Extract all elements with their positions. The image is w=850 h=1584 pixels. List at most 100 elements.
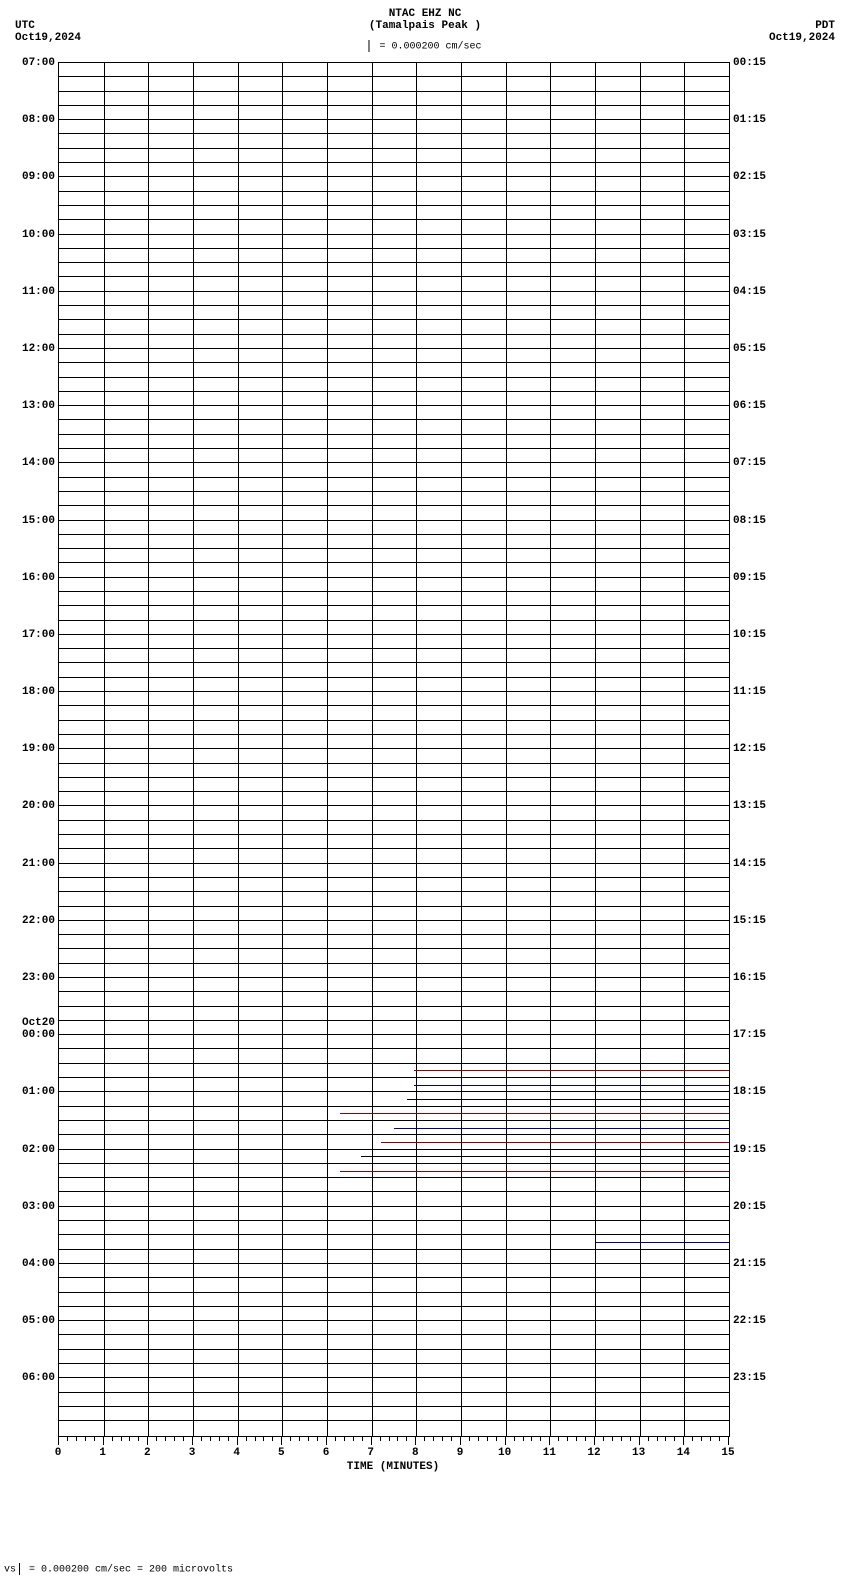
- trace-row: [59, 277, 729, 291]
- xtick-label: 7: [367, 1447, 374, 1459]
- xtick-minor: [540, 1437, 541, 1441]
- scale-info: = 0.000200 cm/sec: [368, 40, 481, 53]
- pdt-time-label: 04:15: [733, 286, 766, 298]
- trace-row: [59, 1178, 729, 1192]
- trace-row: [59, 606, 729, 620]
- trace-row: 12:0005:15: [59, 349, 729, 363]
- seismogram-container: UTC Oct19,2024 NTAC EHZ NC (Tamalpais Pe…: [0, 0, 850, 1584]
- xtick-label: 11: [543, 1447, 556, 1459]
- trace-row: 18:0011:15: [59, 692, 729, 706]
- pdt-time-label: 12:15: [733, 743, 766, 755]
- footer-prefix: vs: [4, 1565, 16, 1576]
- utc-time-label: 02:00: [22, 1144, 55, 1156]
- trace-row: 23:0016:15: [59, 978, 729, 992]
- xtick-minor: [630, 1437, 631, 1441]
- utc-time-label: 14:00: [22, 457, 55, 469]
- xtick-minor: [621, 1437, 622, 1441]
- footer-bar-icon: [19, 1563, 20, 1575]
- trace-row: [59, 1250, 729, 1264]
- xtick-minor: [76, 1437, 77, 1441]
- xtick-minor: [263, 1437, 264, 1441]
- trace-row: [59, 1350, 729, 1364]
- header-left: UTC Oct19,2024: [15, 20, 81, 44]
- xtick-minor: [558, 1437, 559, 1441]
- xtick-minor: [299, 1437, 300, 1441]
- trace-row: 07:0000:15: [59, 63, 729, 77]
- xtick-minor: [424, 1437, 425, 1441]
- trace-row: [59, 1064, 729, 1078]
- xtick-major: [58, 1437, 59, 1445]
- pdt-time-label: 16:15: [733, 972, 766, 984]
- xtick-label: 3: [189, 1447, 196, 1459]
- trace-row: [59, 949, 729, 963]
- pdt-time-label: 11:15: [733, 686, 766, 698]
- seismic-signal: [414, 1085, 729, 1086]
- trace-row: [59, 506, 729, 520]
- trace-row: [59, 363, 729, 377]
- xtick-minor: [710, 1437, 711, 1441]
- utc-time-label: 12:00: [22, 343, 55, 355]
- utc-time-label: 07:00: [22, 57, 55, 69]
- xtick-minor: [138, 1437, 139, 1441]
- xtick-label: 8: [412, 1447, 419, 1459]
- xtick-minor: [94, 1437, 95, 1441]
- xtick-major: [460, 1437, 461, 1445]
- trace-row: [59, 92, 729, 106]
- trace-row: [59, 320, 729, 334]
- trace-row: [59, 907, 729, 921]
- xtick-minor: [567, 1437, 568, 1441]
- xtick-label: 12: [587, 1447, 600, 1459]
- trace-row: 02:0019:15: [59, 1150, 729, 1164]
- trace-row: [59, 649, 729, 663]
- trace-row: [59, 735, 729, 749]
- xtick-minor: [183, 1437, 184, 1441]
- trace-row: 13:0006:15: [59, 406, 729, 420]
- pdt-tz-label: PDT: [769, 20, 835, 32]
- xtick-minor: [290, 1437, 291, 1441]
- pdt-time-label: 19:15: [733, 1144, 766, 1156]
- xtick-minor: [397, 1437, 398, 1441]
- trace-row: 15:0008:15: [59, 521, 729, 535]
- trace-row: 03:0020:15: [59, 1207, 729, 1221]
- xtick-label: 13: [632, 1447, 645, 1459]
- xtick-minor: [603, 1437, 604, 1441]
- pdt-time-label: 23:15: [733, 1372, 766, 1384]
- xtick-major: [728, 1437, 729, 1445]
- pdt-time-label: 15:15: [733, 915, 766, 927]
- utc-time-label: 11:00: [22, 286, 55, 298]
- trace-row: [59, 678, 729, 692]
- pdt-date-label: Oct19,2024: [769, 32, 835, 44]
- trace-row: [59, 478, 729, 492]
- seismic-signal: [381, 1142, 729, 1143]
- utc-time-label: 13:00: [22, 400, 55, 412]
- trace-row: [59, 306, 729, 320]
- xtick-label: 2: [144, 1447, 151, 1459]
- pdt-time-label: 21:15: [733, 1258, 766, 1270]
- trace-row: [59, 1307, 729, 1321]
- trace-row: [59, 435, 729, 449]
- trace-row: 14:0007:15: [59, 463, 729, 477]
- trace-row: [59, 149, 729, 163]
- xtick-major: [415, 1437, 416, 1445]
- trace-row: [59, 706, 729, 720]
- trace-row: 22:0015:15: [59, 921, 729, 935]
- utc-time-label: 08:00: [22, 114, 55, 126]
- xtick-minor: [576, 1437, 577, 1441]
- trace-row: [59, 1278, 729, 1292]
- scale-bar-icon: [368, 40, 369, 52]
- x-axis-title: TIME (MINUTES): [347, 1461, 439, 1473]
- xtick-minor: [317, 1437, 318, 1441]
- pdt-time-label: 03:15: [733, 229, 766, 241]
- trace-row: [59, 964, 729, 978]
- xtick-minor: [272, 1437, 273, 1441]
- xtick-minor: [362, 1437, 363, 1441]
- seismic-signal: [340, 1113, 729, 1114]
- xtick-minor: [648, 1437, 649, 1441]
- trace-row: [59, 1121, 729, 1135]
- pdt-time-label: 17:15: [733, 1029, 766, 1041]
- utc-time-label: 15:00: [22, 515, 55, 527]
- trace-row: [59, 1221, 729, 1235]
- xtick-minor: [478, 1437, 479, 1441]
- xtick-label: 1: [99, 1447, 106, 1459]
- trace-row: [59, 849, 729, 863]
